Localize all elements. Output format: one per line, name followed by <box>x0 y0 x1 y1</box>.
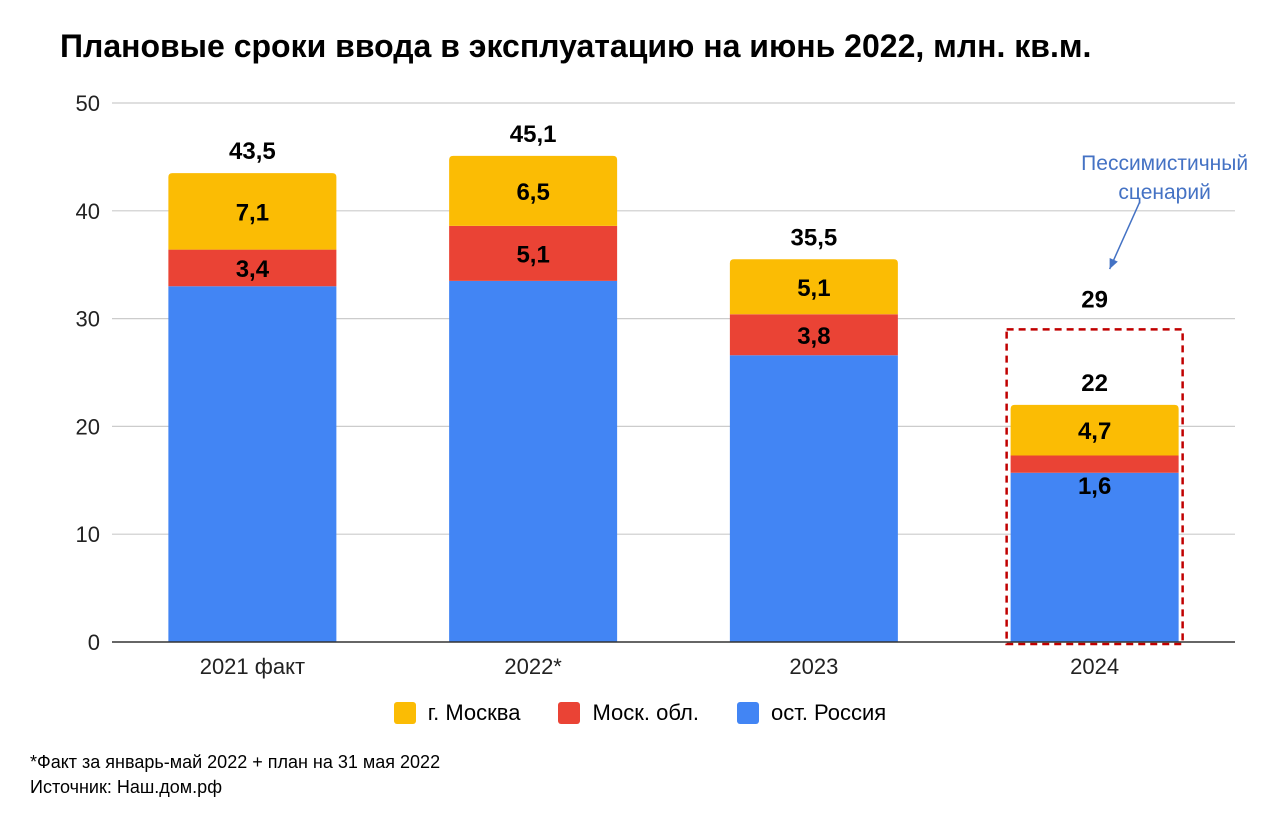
segment-label: 5,1 <box>516 241 549 268</box>
legend-item-moscow-region: Моск. обл. <box>558 700 699 726</box>
bar-segment <box>449 225 618 281</box>
footnote: *Факт за январь-май 2022 + план на 31 ма… <box>30 750 440 800</box>
annotation-arrow <box>1108 201 1141 270</box>
pessimistic-scenario-box <box>1005 328 1184 646</box>
annotation-text: Пессимистичный <box>1081 152 1248 175</box>
annotation-text: сценарий <box>1118 181 1210 204</box>
bar-segment <box>449 280 618 642</box>
segment-label: 6,5 <box>516 179 549 206</box>
segment-label: 3,8 <box>797 323 830 350</box>
bar-segment <box>1010 455 1179 473</box>
bar-segment <box>1010 472 1179 642</box>
segment-label: 3,4 <box>236 256 270 283</box>
y-tick-label: 30 <box>76 307 100 332</box>
segment-label: 1,6 <box>1078 473 1111 500</box>
x-tick-label: 2022* <box>504 654 562 679</box>
stacked-bar-chart: 0 10 20 30 40 50 2021 факт 2022* 2023 2024 3,4 5,1 3… <box>76 91 1249 679</box>
legend-swatch-moscow <box>393 702 416 724</box>
footnote-source: Источник: Наш.дом.рф <box>30 777 223 797</box>
x-tick-label: 2023 <box>789 654 838 679</box>
total-label: 22 <box>1081 370 1108 397</box>
total-label: 45,1 <box>510 121 557 148</box>
chart-title: Плановые сроки ввода в эксплуатацию на и… <box>60 28 1092 64</box>
legend-label-moscow: г. Москва <box>427 700 521 725</box>
y-tick-label: 0 <box>88 630 100 655</box>
bar-segment <box>729 314 898 356</box>
segment-label: 5,1 <box>797 275 830 302</box>
x-tick-label: 2024 <box>1070 654 1119 679</box>
bar-segment <box>729 259 898 315</box>
annotation-arrowhead <box>1109 258 1118 270</box>
legend-swatch-moscow-region <box>558 702 581 724</box>
segment-label: 4,7 <box>1078 418 1111 445</box>
bar-segment <box>1010 404 1179 456</box>
bar-segment <box>449 155 618 226</box>
x-tick-label: 2021 факт <box>200 654 305 679</box>
total-label: 43,5 <box>229 138 276 165</box>
pessimistic-total-label: 29 <box>1081 286 1108 313</box>
bar-segment <box>168 286 337 642</box>
bar-segment <box>168 173 337 250</box>
y-tick-label: 10 <box>76 522 100 547</box>
y-tick-label: 50 <box>76 91 100 116</box>
legend: г. Москва Моск. обл. ост. Россия <box>0 700 1280 726</box>
legend-label-rest-russia: ост. Россия <box>770 700 887 725</box>
legend-item-rest-russia: ост. Россия <box>736 700 887 726</box>
bar-segment <box>729 355 898 642</box>
y-tick-label: 20 <box>76 414 100 439</box>
legend-label-moscow-region: Моск. обл. <box>592 700 699 725</box>
segment-label: 7,1 <box>236 199 269 226</box>
total-label: 35,5 <box>791 224 838 251</box>
legend-swatch-rest-russia <box>736 702 759 724</box>
bar-segment <box>168 249 337 287</box>
legend-item-moscow: г. Москва <box>393 700 521 726</box>
footnote-note: *Факт за январь-май 2022 + план на 31 ма… <box>30 752 441 772</box>
y-tick-label: 40 <box>76 199 100 224</box>
